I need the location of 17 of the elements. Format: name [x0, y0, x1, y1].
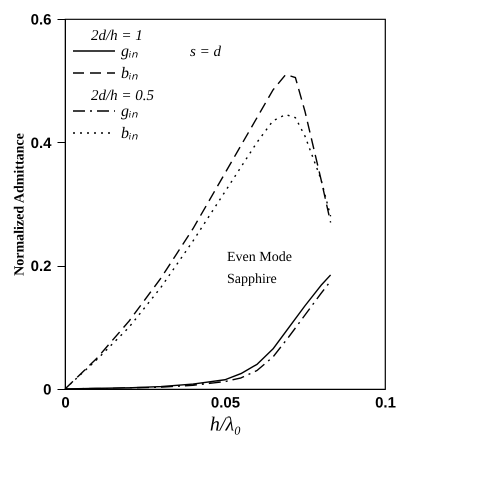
- legend-label: gᵢₙ: [121, 103, 139, 120]
- y-tick-label: 0: [43, 382, 52, 398]
- annotation: 2d/h = 0.5: [91, 88, 155, 104]
- annotation: 2d/h = 1: [91, 28, 143, 44]
- x-tick-label: 0: [61, 394, 70, 412]
- legend-label: bᵢₙ: [121, 65, 139, 82]
- y-tick-label: 0.2: [30, 258, 52, 276]
- y-axis-title: Normalized Admittance: [12, 133, 28, 276]
- x-tick-label: 0.1: [375, 394, 396, 412]
- legend-label: gᵢₙ: [121, 43, 139, 60]
- y-tick-label: 0.6: [30, 12, 52, 28]
- y-tick-label: 0.4: [30, 134, 52, 152]
- x-axis-title: h/λ₀: [210, 414, 242, 436]
- annotation: Even Mode Sapphire: [227, 250, 292, 287]
- legend-label: bᵢₙ: [121, 125, 139, 142]
- annotation: s = d: [190, 44, 222, 60]
- x-tick-label: 0.05: [210, 394, 240, 412]
